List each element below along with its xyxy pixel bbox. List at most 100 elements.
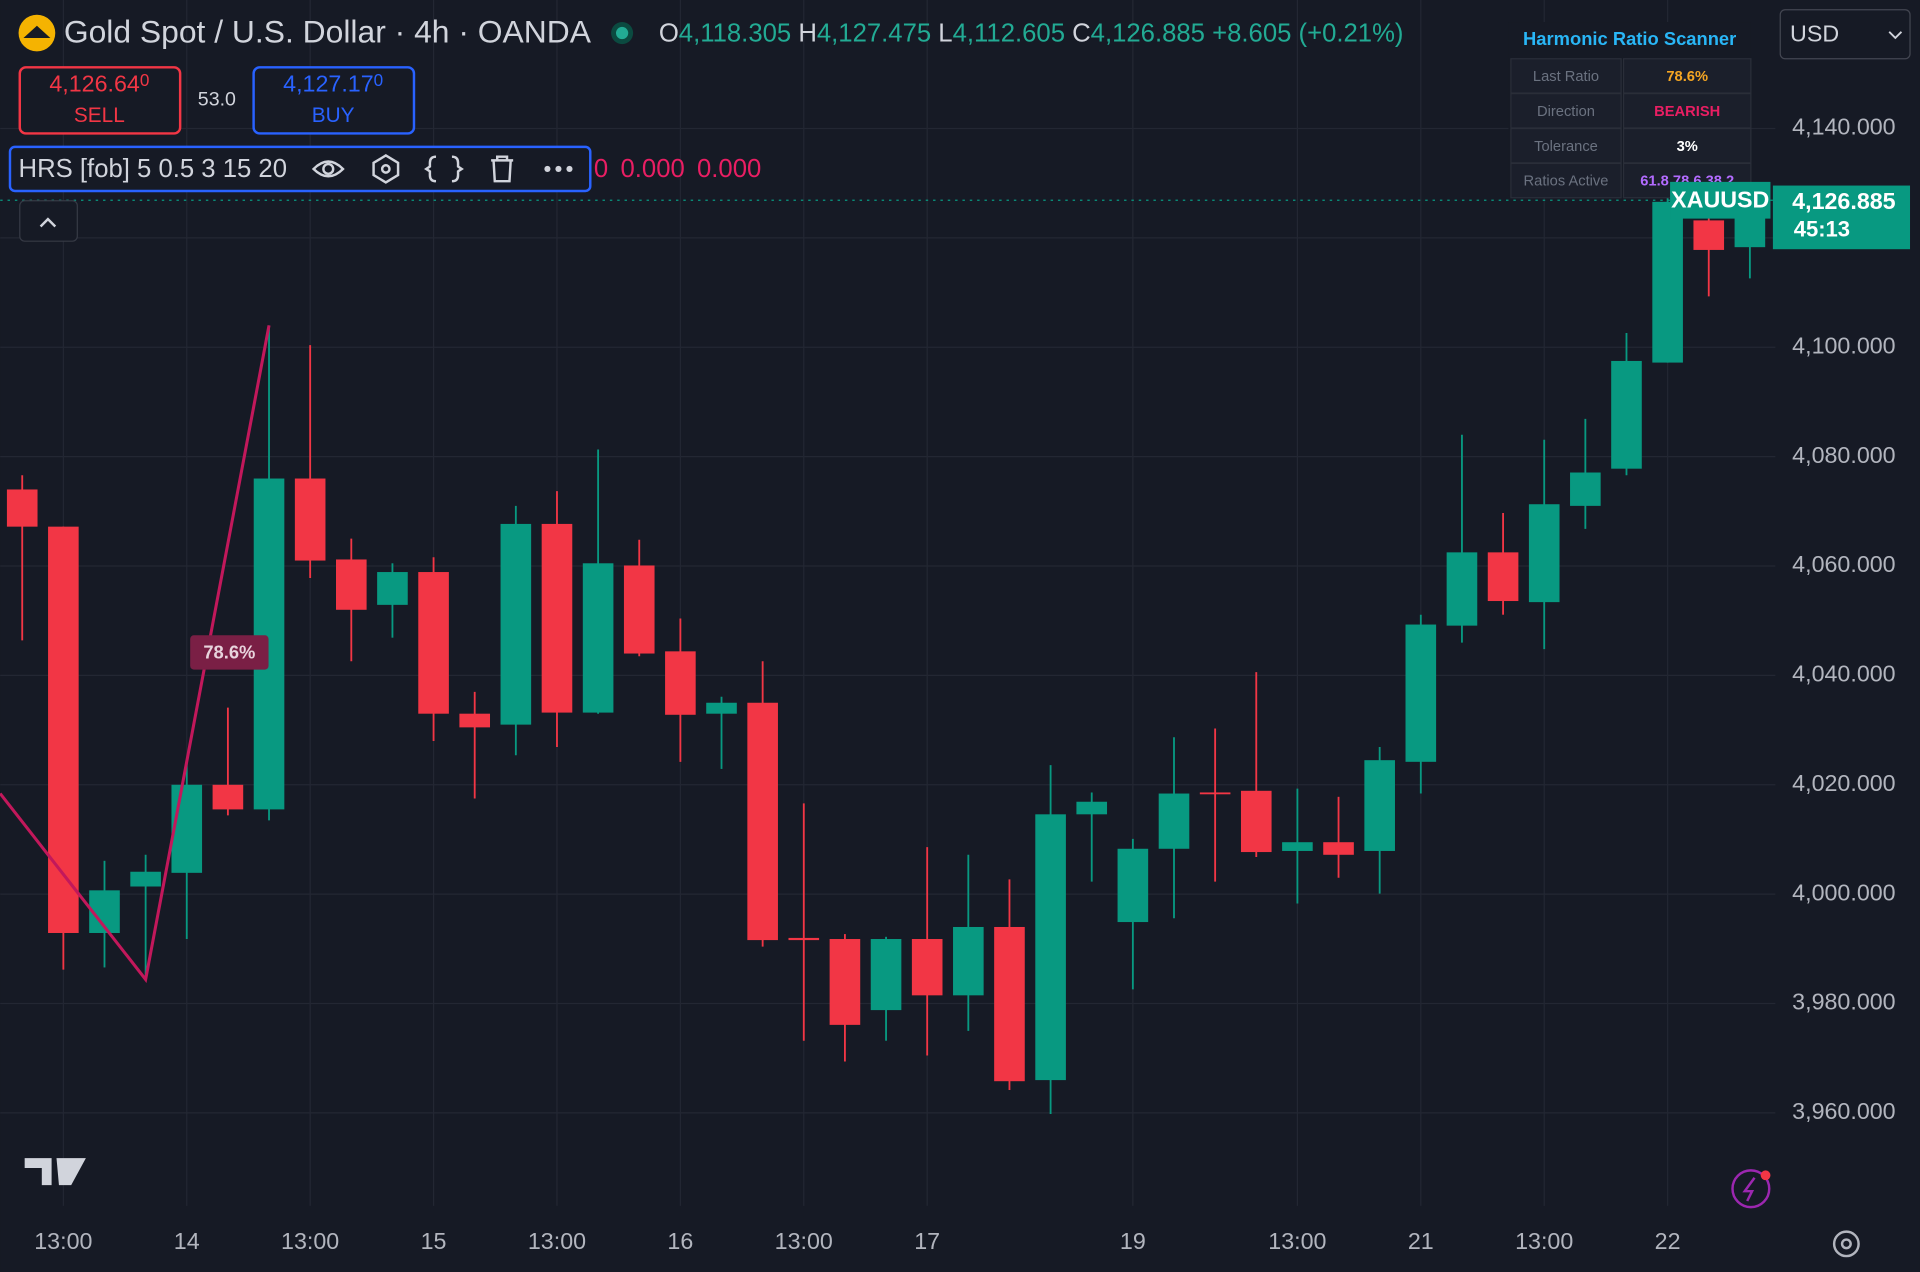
symbol-title[interactable]: Gold Spot / U.S. Dollar · 4h · OANDA bbox=[64, 14, 592, 50]
buy-price: 4,127.170 bbox=[283, 69, 383, 97]
table-key: Last Ratio bbox=[1533, 69, 1599, 85]
candle-body bbox=[1158, 793, 1190, 849]
table-cell bbox=[1622, 58, 1752, 94]
sell-box bbox=[18, 66, 182, 135]
indicator-value: 0 bbox=[594, 155, 608, 183]
candle-body bbox=[665, 651, 696, 715]
candle-body bbox=[6, 489, 38, 527]
ohlc-key: H bbox=[798, 19, 817, 47]
candle-body bbox=[1076, 801, 1108, 815]
candle-body bbox=[582, 563, 614, 713]
y-tick-label: 4,000.000 bbox=[1792, 879, 1896, 905]
table-value: 3% bbox=[1677, 139, 1698, 155]
table-value: BEARISH bbox=[1654, 104, 1720, 120]
x-tick-label: 13:00 bbox=[281, 1228, 339, 1254]
table-cell bbox=[1510, 162, 1622, 199]
spread: 53.0 bbox=[198, 89, 236, 111]
symbol-tag bbox=[1670, 181, 1771, 219]
ohlc-value: 4,126.885 bbox=[1091, 19, 1205, 47]
tv-logo bbox=[24, 1158, 86, 1186]
candle-body bbox=[623, 565, 655, 654]
settings-gear[interactable] bbox=[1832, 1230, 1860, 1258]
buy-price-small: 0 bbox=[374, 69, 384, 89]
table-cell bbox=[1622, 127, 1752, 164]
chevron bbox=[39, 217, 57, 228]
more-icon[interactable] bbox=[544, 165, 573, 173]
scanner-panel: Harmonic Ratio Scanner Last Ratio 78.6% Di… bbox=[1508, 22, 1752, 199]
y-tick-label: 4,040.000 bbox=[1792, 661, 1896, 687]
currency-select[interactable] bbox=[1779, 9, 1911, 60]
candle-body bbox=[953, 926, 984, 996]
ohlc-value: 4,127.475 bbox=[817, 19, 931, 47]
candle-body bbox=[335, 559, 367, 610]
x-tick-label: 16 bbox=[667, 1228, 693, 1254]
dot bbox=[555, 165, 562, 173]
x-tick-label: 19 bbox=[1120, 1228, 1146, 1254]
x-tick-label: 13:00 bbox=[1515, 1228, 1573, 1254]
y-tick-label: 4,020.000 bbox=[1792, 770, 1896, 796]
candle-body bbox=[48, 526, 79, 933]
currency-label: USD bbox=[1790, 21, 1839, 47]
eye-icon[interactable] bbox=[311, 160, 345, 178]
pattern-label: 78.6% bbox=[203, 642, 255, 663]
sell-label: SELL bbox=[74, 104, 125, 127]
y-tick-label: 4,140.000 bbox=[1792, 114, 1896, 140]
candle-body bbox=[500, 523, 532, 725]
price-tag-label: 4,126.885 bbox=[1792, 188, 1896, 214]
bolt bbox=[1742, 1177, 1756, 1202]
candle-body bbox=[1323, 842, 1354, 855]
pattern-label-box bbox=[190, 635, 269, 670]
ohlc-value: 4,118.305 bbox=[679, 19, 791, 47]
table-key: Ratios Active bbox=[1524, 174, 1609, 190]
countdown-label: 45:13 bbox=[1794, 217, 1850, 242]
alert-icon[interactable] bbox=[1731, 1169, 1771, 1209]
candle-body bbox=[1282, 842, 1313, 851]
table-key: Direction bbox=[1537, 104, 1595, 120]
symbol-tag-label: XAUUSD bbox=[1671, 187, 1769, 213]
buy-button[interactable]: 4,127.170 BUY bbox=[252, 66, 416, 135]
x-tick-label: 17 bbox=[914, 1228, 940, 1254]
candle-body bbox=[1693, 220, 1725, 250]
x-tick-label: 13:00 bbox=[1268, 1228, 1326, 1254]
dropdown-arrow bbox=[1888, 31, 1903, 40]
sell-price-small: 0 bbox=[140, 69, 150, 89]
table-cell bbox=[1510, 93, 1622, 129]
buy-label: BUY bbox=[312, 104, 355, 127]
ohlc-key: C bbox=[1072, 19, 1091, 47]
buy-price-main: 4,127.17 bbox=[283, 71, 374, 97]
source-icon[interactable] bbox=[424, 155, 464, 183]
candle-body bbox=[1487, 552, 1519, 602]
settings-icon[interactable] bbox=[372, 154, 400, 184]
candle-body bbox=[1117, 848, 1149, 923]
candle-body bbox=[1405, 624, 1437, 762]
candle-body bbox=[1199, 792, 1231, 795]
x-tick-label: 15 bbox=[421, 1228, 447, 1254]
x-tick-label: 14 bbox=[174, 1228, 200, 1254]
ohlc-key: L bbox=[938, 19, 952, 47]
candle-body bbox=[377, 572, 408, 605]
candle-body bbox=[994, 926, 1025, 1082]
candle-body bbox=[459, 713, 491, 728]
table-cell bbox=[1622, 93, 1752, 129]
x-tick-label: 13:00 bbox=[34, 1228, 92, 1254]
candle-body bbox=[1528, 504, 1560, 603]
indicator-name: HRS [fob] 5 0.5 3 15 20 bbox=[19, 155, 287, 183]
candle-body bbox=[1611, 360, 1642, 469]
indicator-bar[interactable] bbox=[8, 145, 592, 193]
indicator-values: 0 0.000 0.000 bbox=[594, 155, 761, 183]
candle-body bbox=[1570, 472, 1601, 506]
candle-body bbox=[788, 937, 820, 941]
price-tag bbox=[1772, 185, 1911, 250]
sell-price-main: 4,126.64 bbox=[49, 71, 140, 97]
delete-icon[interactable] bbox=[491, 155, 514, 183]
x-tick-label: 22 bbox=[1655, 1228, 1681, 1254]
candle-body bbox=[212, 784, 244, 810]
candle-body bbox=[541, 523, 573, 713]
indicator-icons bbox=[311, 154, 514, 184]
table-key: Tolerance bbox=[1534, 139, 1598, 155]
candle-body bbox=[911, 939, 943, 996]
candle-body bbox=[171, 784, 203, 873]
sell-button[interactable]: 4,126.640 SELL bbox=[18, 66, 182, 135]
